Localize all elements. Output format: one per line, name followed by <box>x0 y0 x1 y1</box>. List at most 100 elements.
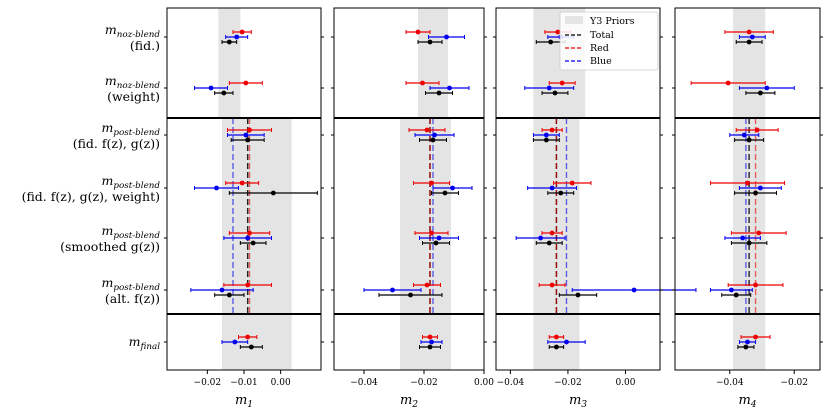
point-total <box>746 137 752 143</box>
point-total <box>552 90 558 96</box>
point-red <box>745 180 750 186</box>
point-total <box>250 240 256 246</box>
x-axis-label: m3 <box>569 393 587 410</box>
row-label-sub: (fid. f(z), g(z), weight) <box>22 189 160 204</box>
row-label-main: mpost-blend <box>101 275 160 293</box>
point-red <box>753 282 758 288</box>
point-blue <box>214 185 219 191</box>
x-tick-label: −0.02 <box>780 378 808 388</box>
point-red <box>245 334 251 340</box>
x-tick-label: −0.04 <box>350 378 378 388</box>
point-red <box>555 29 561 35</box>
point-blue <box>243 132 249 138</box>
row-label-7: mfinal <box>129 334 161 352</box>
point-red <box>554 334 559 340</box>
point-red <box>239 180 245 186</box>
row-label-main: mfinal <box>129 334 161 352</box>
x-tick-label: −0.01 <box>230 378 258 388</box>
point-total <box>245 137 251 143</box>
point-red <box>753 334 758 340</box>
point-blue <box>549 185 555 191</box>
legend-label-priors: Y3 Priors <box>589 16 635 27</box>
point-blue <box>245 235 251 241</box>
point-red <box>549 127 555 133</box>
point-red <box>424 127 430 133</box>
point-total <box>543 137 549 143</box>
point-blue <box>447 85 452 91</box>
point-blue <box>232 339 238 345</box>
row-label-main: mnoz-blend <box>105 73 161 91</box>
point-total <box>221 90 227 96</box>
legend: Y3 Priors Total Red Blue <box>559 11 659 71</box>
row-label-sub: (alt. f(z)) <box>105 291 160 306</box>
point-red <box>427 334 433 340</box>
point-total <box>248 344 254 350</box>
point-total <box>554 344 559 350</box>
point-total <box>558 190 564 196</box>
point-red <box>559 80 565 86</box>
row-label-main: mpost-blend <box>101 120 160 138</box>
panel-4: −0.04 −0.02 m4 <box>672 7 823 410</box>
point-total <box>430 137 436 143</box>
point-red <box>247 127 252 133</box>
point-red <box>239 29 245 35</box>
point-total <box>733 292 739 298</box>
point-blue <box>444 34 449 40</box>
row-label-2: mnoz-blend(weight) <box>105 73 161 104</box>
point-total <box>433 240 439 246</box>
point-blue <box>429 339 434 345</box>
point-red <box>429 180 434 186</box>
point-blue <box>390 287 395 293</box>
point-red <box>247 230 252 236</box>
point-red <box>424 282 430 288</box>
point-blue <box>741 132 747 138</box>
point-blue <box>764 85 770 91</box>
legend-label-red: Red <box>590 43 609 54</box>
point-total <box>270 190 276 196</box>
point-red <box>420 80 425 86</box>
x-axis-label: m1 <box>235 393 253 410</box>
priors-band-1 <box>218 8 241 118</box>
point-blue <box>564 339 569 345</box>
point-red <box>243 80 249 86</box>
x-tick-label: 0.00 <box>615 378 635 388</box>
point-total <box>427 344 433 350</box>
point-blue <box>538 235 543 241</box>
x-tick-label: −0.02 <box>410 378 438 388</box>
point-red <box>746 29 752 35</box>
point-blue <box>631 287 637 293</box>
legend-label-blue: Blue <box>590 56 612 67</box>
point-blue <box>749 34 755 40</box>
point-total <box>575 292 581 298</box>
point-red <box>754 127 760 133</box>
point-total <box>753 190 758 196</box>
x-tick-label: −0.02 <box>554 378 582 388</box>
legend-swatch-priors <box>565 16 583 24</box>
panel-frame <box>674 7 821 371</box>
point-blue <box>543 132 549 138</box>
point-blue <box>546 85 552 91</box>
row-label-main: mnoz-blend <box>105 22 161 40</box>
point-red <box>245 282 251 288</box>
panel-frame <box>495 7 661 371</box>
row-label-5: mpost-blend(smoothed g(z)) <box>60 223 160 254</box>
point-total <box>743 344 749 350</box>
row-label-sub: (weight) <box>107 89 160 104</box>
point-blue <box>208 85 214 91</box>
point-red <box>756 230 762 236</box>
point-blue <box>745 339 750 345</box>
panel-3: −0.04 −0.02 0.00 m3 <box>493 7 697 410</box>
row-label-sub: (fid.) <box>130 38 160 53</box>
point-total <box>226 39 232 45</box>
point-blue <box>436 235 442 241</box>
row-label-4: mpost-blend(fid. f(z), g(z), weight) <box>22 173 161 204</box>
point-red <box>549 282 555 288</box>
row-label-6: mpost-blend(alt. f(z)) <box>101 275 160 306</box>
panel-frame <box>333 7 485 371</box>
point-total <box>757 90 763 96</box>
point-total <box>408 292 413 298</box>
priors-band-2 <box>400 118 451 370</box>
x-axis-label: m4 <box>738 393 756 410</box>
row-label-sub: (fid. f(z), g(z)) <box>73 136 160 151</box>
